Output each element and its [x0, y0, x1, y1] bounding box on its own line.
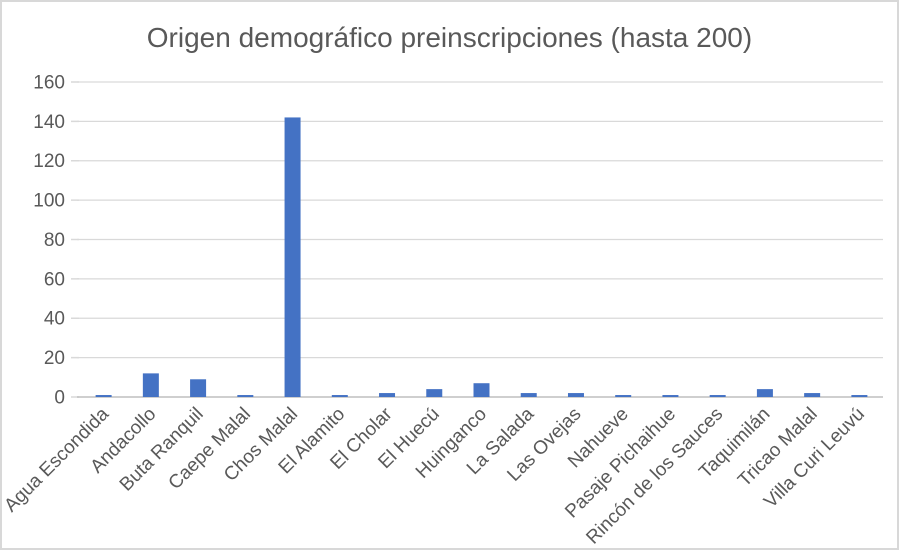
y-tick-label: 140 — [33, 112, 65, 133]
bar — [520, 393, 537, 397]
bar — [567, 393, 584, 397]
bar — [190, 379, 207, 397]
y-tick-label: 80 — [44, 230, 65, 251]
bar — [473, 383, 490, 397]
bar — [709, 395, 726, 397]
bar — [142, 373, 159, 397]
bar — [237, 395, 254, 397]
bar — [615, 395, 632, 397]
bar — [284, 117, 301, 397]
bar — [662, 395, 679, 397]
bar — [851, 395, 868, 397]
bar — [426, 389, 443, 397]
y-tick-label: 120 — [33, 151, 65, 172]
y-tick-label: 60 — [44, 269, 65, 290]
y-tick-label: 0 — [54, 387, 65, 408]
y-tick-label: 40 — [44, 309, 65, 330]
y-tick-label: 100 — [33, 191, 65, 212]
y-tick-label: 20 — [44, 348, 65, 369]
bar — [95, 395, 112, 397]
bar — [379, 393, 396, 397]
bar — [756, 389, 773, 397]
bar — [331, 395, 348, 397]
bar — [804, 393, 821, 397]
y-tick-label: 160 — [33, 72, 65, 93]
chart-title: Origen demográfico preinscripciones (has… — [146, 22, 753, 53]
